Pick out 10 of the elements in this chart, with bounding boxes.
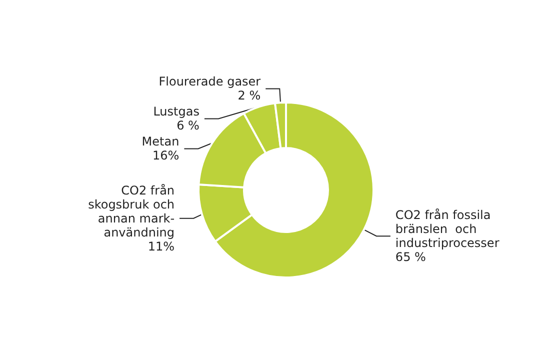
data-label: 2 % bbox=[238, 88, 261, 103]
slice-label: CO2 från fossila bränslen och industriprocesser bbox=[395, 208, 500, 250]
data-label: 65 % bbox=[395, 250, 426, 264]
data-label: 11% bbox=[148, 239, 175, 254]
data-label: 16% bbox=[152, 148, 180, 163]
slice-label: CO2 från skogsbruk och annan mark- användning bbox=[88, 183, 175, 240]
slice-label: Lustgas bbox=[153, 104, 200, 119]
slice-label: Metan bbox=[142, 134, 180, 149]
data-label: 6 % bbox=[176, 118, 200, 133]
slice-label: Flourerade gaser bbox=[158, 74, 261, 89]
